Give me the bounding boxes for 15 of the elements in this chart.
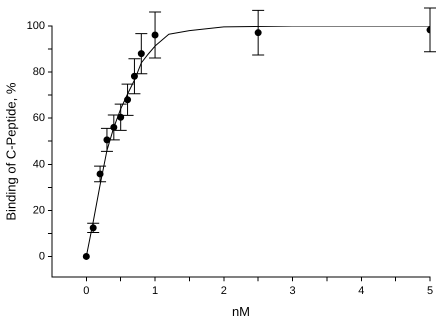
y-tick-label: 20 bbox=[32, 204, 45, 216]
x-tick-label: 5 bbox=[426, 284, 434, 297]
y-tick-label: 100 bbox=[26, 20, 45, 32]
y-tick-label: 0 bbox=[38, 250, 45, 262]
point bbox=[82, 252, 90, 260]
x-tick-label: 0 bbox=[83, 284, 90, 297]
y-tick-label: 40 bbox=[32, 158, 45, 170]
x-axis-title: nM bbox=[232, 304, 250, 319]
x-tick-label: 1 bbox=[152, 284, 158, 297]
y-tick-label: 60 bbox=[32, 112, 45, 124]
x-tick-label: 4 bbox=[358, 284, 364, 297]
x-tick-label: 2 bbox=[220, 284, 227, 297]
x-tick-label: 3 bbox=[289, 284, 296, 297]
y-tick-label: 80 bbox=[32, 66, 45, 78]
y-axis-title: Binding of C-Peptide, % bbox=[3, 82, 18, 221]
